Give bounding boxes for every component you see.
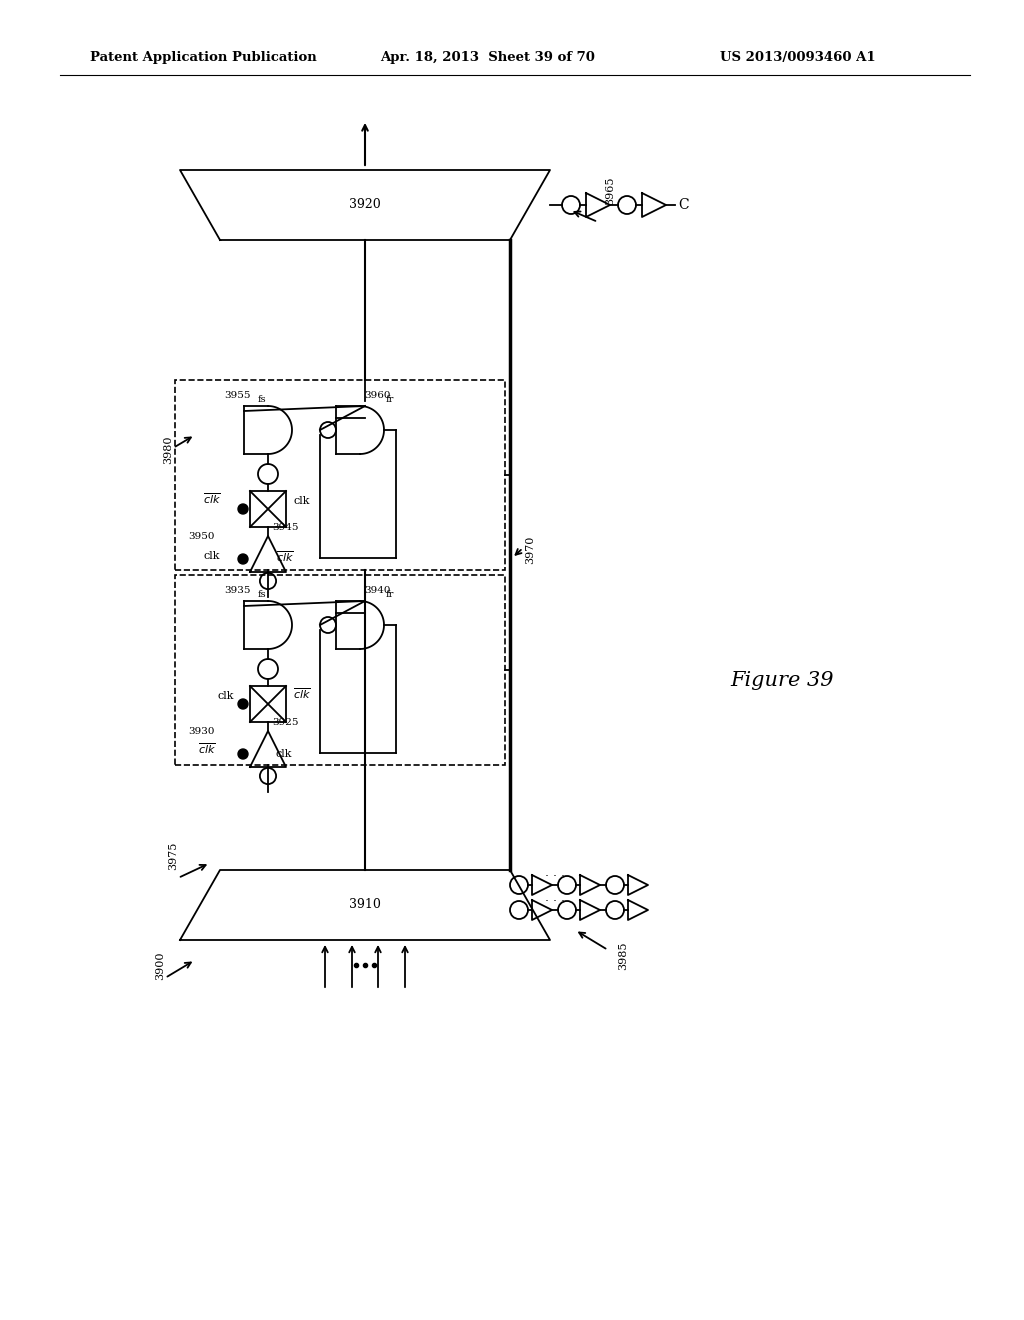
Text: Figure 39: Figure 39 (730, 671, 834, 689)
Text: fr: fr (386, 395, 394, 404)
Text: 3960: 3960 (364, 391, 390, 400)
Text: clk: clk (276, 748, 293, 759)
Text: Apr. 18, 2013  Sheet 39 of 70: Apr. 18, 2013 Sheet 39 of 70 (380, 51, 595, 65)
Text: fs: fs (258, 395, 266, 404)
Text: 3970: 3970 (525, 536, 535, 564)
Bar (175, 380, 505, 570)
Text: 3950: 3950 (188, 532, 214, 541)
Text: 3945: 3945 (272, 523, 299, 532)
Circle shape (562, 195, 580, 214)
Bar (250, 686, 286, 722)
Text: clk: clk (218, 690, 234, 701)
Text: $\overline{clk}$: $\overline{clk}$ (203, 491, 221, 506)
Text: clk: clk (293, 496, 309, 506)
Bar (175, 576, 505, 766)
Text: 3900: 3900 (155, 952, 165, 979)
Text: fr: fr (386, 590, 394, 599)
Circle shape (258, 465, 278, 484)
Circle shape (238, 748, 248, 759)
Text: C: C (678, 198, 688, 213)
Circle shape (606, 902, 624, 919)
Circle shape (260, 768, 276, 784)
Text: $\overline{clk}$: $\overline{clk}$ (276, 549, 294, 564)
Circle shape (558, 902, 575, 919)
Text: 3980: 3980 (163, 436, 173, 465)
Text: 3920: 3920 (349, 198, 381, 211)
Circle shape (238, 700, 248, 709)
Text: 3940: 3940 (364, 586, 390, 595)
Circle shape (510, 902, 528, 919)
Text: $\overline{clk}$: $\overline{clk}$ (198, 742, 216, 756)
Text: US 2013/0093460 A1: US 2013/0093460 A1 (720, 51, 876, 65)
Circle shape (618, 195, 636, 214)
Text: · · ·: · · · (545, 895, 565, 908)
Circle shape (260, 573, 276, 589)
Bar (250, 491, 286, 527)
Text: clk: clk (203, 550, 219, 561)
Text: 3925: 3925 (272, 718, 299, 727)
Text: 3930: 3930 (188, 727, 214, 737)
Text: 3910: 3910 (349, 899, 381, 912)
Text: 3935: 3935 (224, 586, 251, 595)
Circle shape (510, 876, 528, 894)
Text: fs: fs (258, 590, 266, 599)
Circle shape (258, 659, 278, 678)
Text: 3955: 3955 (224, 391, 251, 400)
Text: 3985: 3985 (618, 941, 628, 970)
Circle shape (319, 616, 336, 634)
Text: 3975: 3975 (168, 842, 178, 870)
Circle shape (606, 876, 624, 894)
Text: · · ·: · · · (545, 870, 565, 883)
Text: 3965: 3965 (605, 177, 615, 205)
Circle shape (319, 422, 336, 438)
Circle shape (238, 504, 248, 513)
Text: $\overline{clk}$: $\overline{clk}$ (293, 686, 311, 701)
Text: Patent Application Publication: Patent Application Publication (90, 51, 316, 65)
Circle shape (238, 554, 248, 564)
Circle shape (558, 876, 575, 894)
